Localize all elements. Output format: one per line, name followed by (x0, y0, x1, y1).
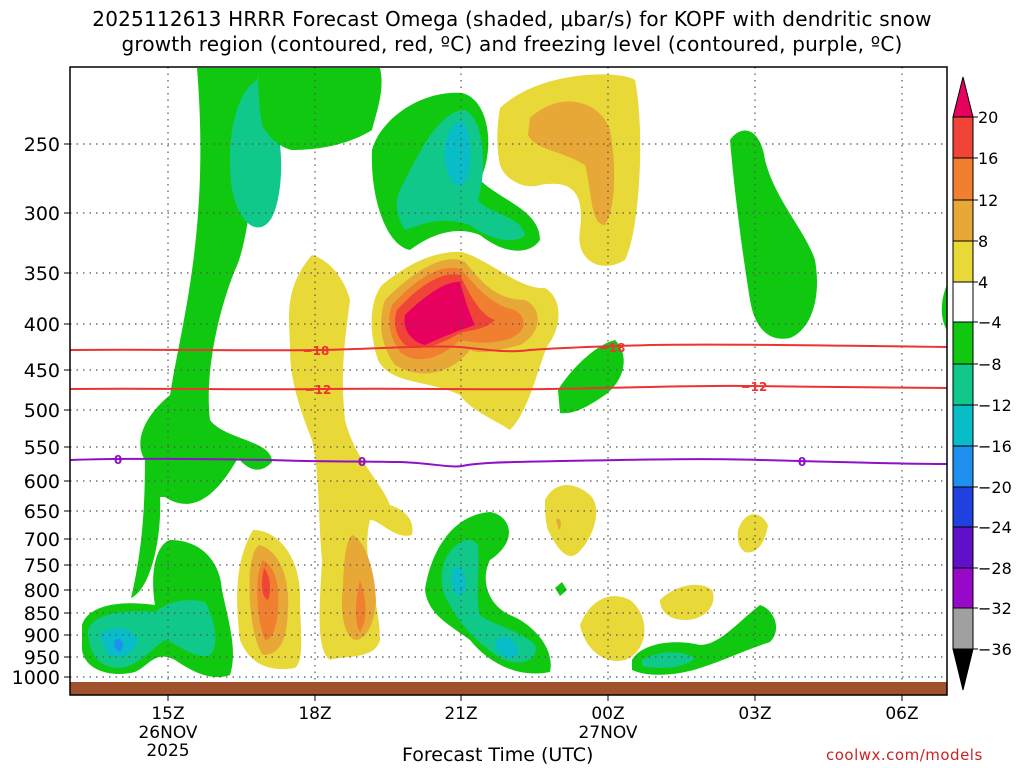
omega-region-upward-lower-left-core (114, 639, 123, 652)
colorbar-band-6 (952, 363, 974, 406)
colorbar-label-5: −4 (978, 313, 1002, 332)
y-tick-label-450: 450 (24, 360, 60, 382)
y-tick-label-1000: 1000 (12, 667, 60, 689)
plot-frame (69, 66, 948, 696)
x-tick-sublabel-15Z-1: 2025 (146, 741, 189, 761)
omega-region-upward-03z-upper (730, 130, 818, 339)
colorbar-label-11: −28 (978, 559, 1012, 578)
omega-region-sinking-19z-core (355, 580, 366, 632)
x-axis-title: Forecast Time (UTC) (402, 744, 594, 766)
omega-region-sinking-18z-tongue (289, 255, 413, 660)
contour--12 (69, 384, 948, 391)
x-tick-sublabel-00Z-0: 27NOV (578, 723, 637, 743)
y-tick-label-900: 900 (24, 625, 60, 647)
contour-label-0-2: 0 (798, 455, 806, 469)
y-tick-label-300: 300 (24, 203, 60, 225)
y-tick-label-800: 800 (24, 580, 60, 602)
credit-link[interactable]: coolwx.com/models (826, 746, 983, 764)
colorbar-label-1: 16 (978, 149, 998, 168)
colorbar-band-8 (952, 445, 974, 488)
omega-region-sinking-00z-lower (545, 485, 597, 556)
y-tick-label-700: 700 (24, 529, 60, 551)
omega-region-upward-02z-lower-8 (642, 652, 695, 668)
omega-region-sinking-upper-right-core (528, 101, 615, 225)
colorbar-label-13: −36 (978, 640, 1012, 659)
omega-region-upward-21z-upper-core (444, 121, 471, 186)
omega-region-upward-18z-top (258, 68, 382, 150)
chart-title-line-2: growth region (contoured, red, ºC) and f… (121, 32, 903, 56)
y-tick-label-550: 550 (24, 437, 60, 459)
omega-region-sinking-21z-max (404, 281, 475, 345)
colorbar-bottom-arrow (952, 648, 974, 691)
x-tick-label-15Z: 15Z (151, 704, 184, 724)
y-tick-label-600: 600 (24, 471, 60, 493)
colorbar: 20 16 12 8 4 −4 −8 −12 −16 −20 −24 −28 −32 −36 (952, 76, 1012, 691)
contour-label--18-0: −18 (303, 344, 330, 358)
omega-shading (82, 68, 947, 678)
colorbar-band-2 (952, 199, 974, 242)
omega-region-upward-right-edge (941, 285, 947, 330)
colorbar-label-0: 20 (978, 108, 998, 127)
x-tick-sublabel-15Z-0: 26NOV (138, 723, 197, 743)
omega-region-upward-tiny-dot (555, 582, 567, 596)
colorbar-label-10: −24 (978, 518, 1012, 537)
colorbar-label-3: 8 (978, 232, 988, 251)
colorbar-label-2: 12 (978, 191, 998, 210)
y-tick-label-850: 850 (24, 603, 60, 625)
colorbar-label-12: −32 (978, 599, 1012, 618)
contour-label-0-1: 0 (358, 455, 366, 469)
omega-region-sinking-01z-bottom (660, 584, 714, 620)
y-tick-label-400: 400 (24, 314, 60, 336)
colorbar-band-9 (952, 486, 974, 528)
colorbar-band-11 (952, 567, 974, 609)
contour--18 (69, 343, 948, 353)
colorbar-band-4 (952, 281, 974, 323)
colorbar-label-7: −12 (978, 396, 1012, 415)
omega-region-sinking-00z-bottom (580, 596, 645, 661)
colorbar-band-7 (952, 404, 974, 447)
colorbar-top-arrow (952, 76, 974, 118)
colorbar-band-0 (952, 116, 974, 159)
colorbar-band-12 (952, 607, 974, 650)
colorbar-band-1 (952, 157, 974, 201)
chart-title-line-1: 2025112613 HRRR Forecast Omega (shaded, … (92, 7, 932, 31)
x-tick-label-21Z: 21Z (444, 704, 477, 724)
contours: −18 −18 −12 −12 0 0 0 (69, 341, 948, 469)
colorbar-band-3 (952, 240, 974, 283)
x-tick-label-00Z: 00Z (591, 704, 624, 724)
y-tick-label-950: 950 (24, 647, 60, 669)
contour-label-0-0: 0 (114, 453, 122, 467)
omega-region-sinking-03z-lower (737, 514, 768, 553)
omega-region-upward-21z-lower-8 (441, 540, 536, 663)
colorbar-label-8: −16 (978, 437, 1012, 456)
omega-region-upward-22z-lower-12 (495, 636, 519, 658)
y-tick-label-350: 350 (24, 263, 60, 285)
y-tick-label-650: 650 (24, 501, 60, 523)
y-axis: 2503003504004505005506006507007508008509… (12, 134, 70, 689)
contour-label--12-1: −12 (741, 380, 768, 394)
omega-region-sinking-17z-max (261, 568, 271, 600)
colorbar-label-9: −20 (978, 478, 1012, 497)
omega-region-upward-00z-mid (558, 340, 624, 414)
x-tick-label-18Z: 18Z (298, 704, 331, 724)
omega-region-sinking-00z-lower-core (556, 518, 561, 530)
terrain-bar (70, 682, 947, 695)
x-tick-label-06Z: 06Z (885, 704, 918, 724)
contour-0 (69, 457, 948, 468)
x-tick-label-03Z: 03Z (738, 704, 771, 724)
y-tick-label-250: 250 (24, 134, 60, 156)
y-tick-label-750: 750 (24, 555, 60, 577)
colorbar-label-4: 4 (978, 273, 988, 292)
omega-region-upward-21z-lower-12 (451, 566, 466, 595)
contour-label--12-0: −12 (305, 383, 332, 397)
colorbar-label-6: −8 (978, 355, 1002, 374)
y-tick-label-500: 500 (24, 400, 60, 422)
colorbar-band-10 (952, 526, 974, 569)
contour-label--18-1: −18 (599, 341, 626, 355)
colorbar-band-5 (952, 321, 974, 365)
